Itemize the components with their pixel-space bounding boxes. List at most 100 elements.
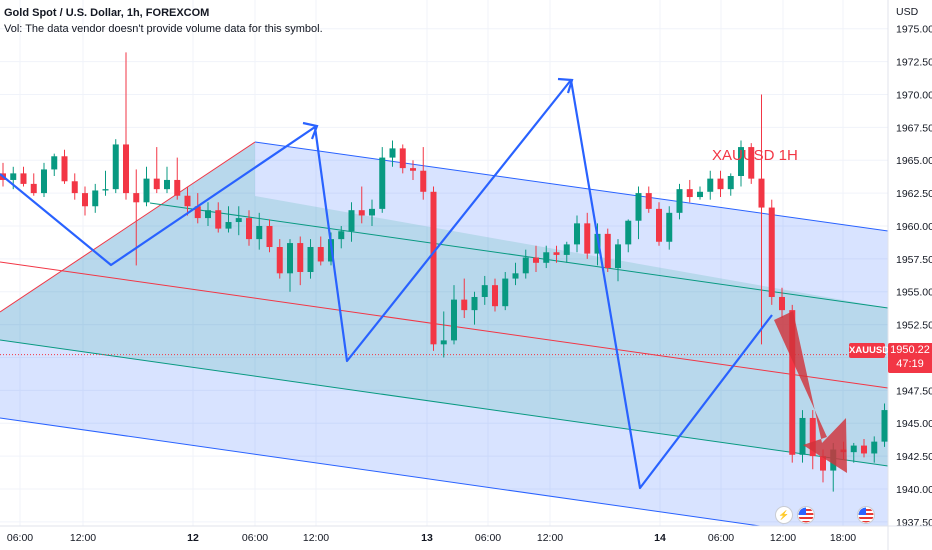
price-axis-bg — [888, 0, 932, 550]
candle-body — [410, 168, 416, 171]
candle-body — [666, 212, 673, 242]
time-tick-label: 06:00 — [242, 532, 268, 544]
candle-body — [399, 148, 406, 169]
price-tick-label: 1952.50 — [896, 320, 932, 332]
chart-annotation[interactable]: XAUUSD 1H — [712, 147, 798, 164]
candle-body — [184, 195, 191, 207]
candle-body — [686, 189, 693, 198]
channel-inner-lower-line — [0, 339, 889, 467]
candle-body — [738, 147, 744, 177]
price-axis[interactable]: 1937.501940.001942.501945.001947.501950.… — [888, 0, 932, 550]
candle-body — [809, 417, 816, 457]
price-tick-label: 1945.00 — [896, 418, 932, 430]
candle-body — [297, 243, 304, 272]
candle-body — [215, 210, 222, 229]
candle-body — [625, 220, 632, 245]
time-tick-label: 12:00 — [303, 532, 329, 544]
candle-body — [471, 296, 478, 311]
candle-body — [82, 193, 88, 207]
zigzag-drawings[interactable] — [0, 77, 847, 490]
candle-body — [287, 243, 293, 274]
candle-body — [594, 233, 601, 254]
time-tick-label: 12:00 — [770, 532, 796, 544]
candle-body — [779, 296, 785, 311]
candle-body — [235, 218, 242, 223]
candle-body — [717, 178, 724, 190]
candle-body — [440, 340, 447, 345]
channel-inner-upper-line — [149, 202, 889, 309]
candle-body — [71, 181, 78, 194]
candle-body — [563, 244, 570, 255]
price-axis-unit: USD — [896, 6, 919, 18]
candle-body — [369, 208, 375, 216]
candle-body — [676, 189, 683, 213]
current-price-value: 1950.22 — [890, 344, 930, 356]
symbol-badge: XAUUSD — [849, 343, 890, 358]
candle-body — [30, 183, 37, 194]
candle-body — [635, 193, 642, 221]
time-tick-label: 06:00 — [7, 532, 33, 544]
price-tick-label: 1957.50 — [896, 254, 932, 266]
candle-body — [317, 247, 324, 262]
candle-body — [492, 285, 498, 307]
us-flag-icon[interactable] — [857, 506, 875, 524]
candle-body — [61, 156, 68, 182]
candle-body — [584, 223, 591, 254]
time-tick-label: 12 — [187, 532, 199, 544]
candle-body — [451, 299, 457, 341]
lightning-icon[interactable]: ⚡ — [775, 506, 793, 524]
candle-body — [338, 231, 345, 240]
volume-note: Vol: The data vendor doesn't provide vol… — [4, 23, 323, 35]
candle-body — [512, 273, 519, 279]
price-tick-label: 1967.50 — [896, 122, 932, 134]
candle-body — [102, 189, 109, 191]
candle-body — [307, 247, 314, 272]
channel-upper-fill — [0, 142, 888, 362]
price-tick-label: 1965.00 — [896, 155, 932, 167]
candle-body — [543, 252, 550, 263]
candle-body — [820, 456, 826, 471]
channel-lower-fill — [0, 340, 888, 526]
candle-body — [604, 233, 611, 269]
candle-body — [758, 178, 765, 208]
candle-body — [850, 445, 857, 453]
chart-title: Gold Spot / U.S. Dollar, 1h, FOREXCOM — [4, 7, 210, 19]
candle-body — [10, 173, 17, 180]
zigzag-arrowhead — [302, 121, 319, 140]
candle-body — [153, 178, 160, 190]
candle-body — [430, 191, 437, 345]
candle-body — [164, 179, 170, 190]
us-flag-icon[interactable] — [797, 506, 815, 524]
candle-body — [246, 218, 252, 240]
price-tick-label: 1940.00 — [896, 484, 932, 496]
price-tick-label: 1962.50 — [896, 188, 932, 200]
candle-body — [20, 173, 27, 184]
candle-body — [502, 278, 509, 307]
time-tick-label: 12:00 — [70, 532, 96, 544]
candle-body — [51, 156, 58, 170]
time-tick-label: 18:00 — [830, 532, 856, 544]
price-tick-label: 1947.50 — [896, 385, 932, 397]
candle-body — [112, 144, 119, 190]
current-price-label: 1950.22 47:19 — [888, 343, 932, 373]
candle-body — [276, 247, 283, 274]
price-tick-label: 1942.50 — [896, 451, 932, 463]
candle-body — [266, 225, 273, 248]
candle-body — [727, 176, 734, 190]
regression-channel[interactable] — [0, 141, 889, 527]
bar-countdown: 47:19 — [896, 358, 924, 370]
channel-upper-line — [254, 141, 889, 232]
candle-body — [420, 170, 427, 192]
time-tick-label: 06:00 — [475, 532, 501, 544]
candle-body — [881, 410, 888, 442]
candle-body — [461, 299, 468, 311]
candle-body — [194, 206, 201, 219]
candle-body — [92, 190, 99, 207]
candle-body — [748, 147, 755, 179]
channel-inner-fill — [0, 142, 888, 466]
candle-body — [768, 207, 775, 297]
candle-body — [861, 445, 867, 454]
candle-body — [645, 193, 652, 209]
